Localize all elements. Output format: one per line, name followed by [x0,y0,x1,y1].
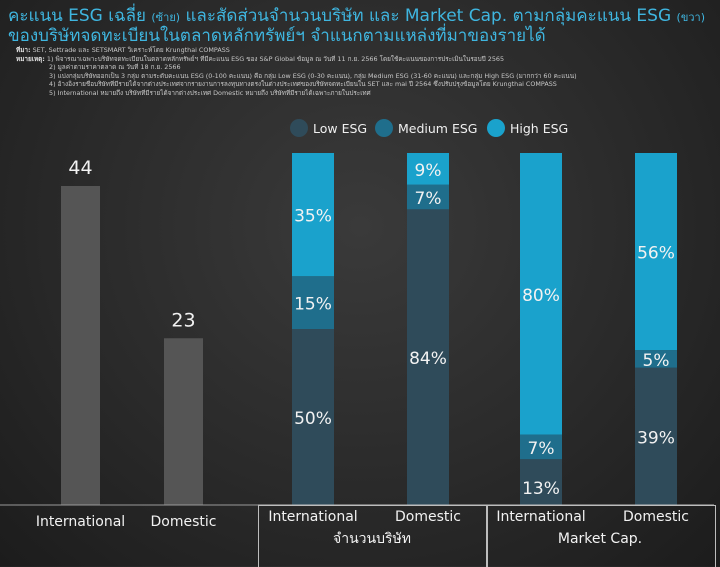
remark-note-3: 3) แบ่งกลุ่มบริษัทออกเป็น 3 กลุ่ม ตามระด… [49,71,577,80]
stack-segment-medium-esg-0 [292,276,334,329]
notes-block: ที่มา: SET, Settrade และ SETSMART วิเครา… [16,46,716,98]
x-tick-label-right-1: Domestic [395,509,461,525]
stack-segment-low-esg-0 [292,329,334,505]
title-right-note: (ขวา) [676,11,705,24]
stack-label-medium-esg-0: 15% [294,295,332,315]
legend-medium: Medium ESG [375,119,477,137]
stack-segment-medium-esg-3 [635,350,677,368]
legend-medium-swatch [375,119,393,137]
legend-high: High ESG [487,119,568,137]
stack-segment-medium-esg-1 [407,184,449,210]
stack-segment-low-esg-2 [520,459,562,505]
avg-esg-value-label-domestic: 23 [171,309,195,331]
stack-label-high-esg-3: 56% [637,244,675,264]
stack-label-low-esg-0: 50% [294,409,332,429]
title-left-note: (ซ้าย) [151,11,181,24]
x-tick-label-right-0: International [268,509,357,525]
title-middle: และสัดส่วนจำนวนบริษัท และ Market Cap. ตา… [185,6,672,26]
legend-low: Low ESG [290,119,367,137]
stack-segment-low-esg-1 [407,209,449,505]
title-main: คะแนน ESG เฉลี่ย [8,6,146,26]
legend-medium-label: Medium ESG [398,120,478,136]
source-text: SET, Settrade และ SETSMART วิเคราะห์โดย … [32,46,230,54]
stack-segment-high-esg-1 [407,153,449,185]
stack-label-low-esg-3: 39% [637,428,675,448]
stack-label-high-esg-1: 9% [415,161,442,181]
stack-segment-high-esg-3 [635,153,677,351]
stack-label-low-esg-2: 13% [522,479,560,499]
avg-esg-value-label-international: 44 [68,157,92,179]
x-tick-label-right-3: Domestic [623,509,689,525]
stack-segment-high-esg-0 [292,153,334,277]
group-label-marketcap: Market Cap. [558,531,642,547]
stack-label-medium-esg-2: 7% [528,439,555,459]
remark-note-1: หมายเหตุ: 1) พิจารณาเฉพาะบริษัทจดทะเบียน… [16,55,716,64]
remark-note-5: 5) International หมายถึง บริษัทที่มีรายไ… [49,88,371,97]
stack-label-medium-esg-3: 5% [643,351,670,371]
remark-note-4: 4) อ้างอิงรายชื่อบริษัทที่มีรายได้จากต่า… [49,80,557,89]
legend-low-label: Low ESG [313,120,368,136]
x-tick-label-left-international: International [36,514,125,530]
group-label-count: จำนวนบริษัท [333,531,411,547]
chart-title-line-2: ของบริษัทจดทะเบียนในตลาดหลักทรัพย์ฯ จำแน… [8,26,546,46]
remark-text-1: 1) พิจารณาเฉพาะบริษัทจดทะเบียนในตลาดหลัก… [46,54,505,63]
legend-high-label: High ESG [510,120,569,136]
x-tick-label-left-domestic: Domestic [151,514,217,530]
legend-low-swatch [290,119,308,137]
stack-label-high-esg-2: 80% [522,286,560,306]
legend-high-swatch [487,119,505,137]
stack-label-low-esg-1: 84% [409,349,447,369]
avg-esg-bar-international [61,186,100,505]
avg-esg-bar-domestic [164,338,203,505]
stack-segment-low-esg-3 [635,367,677,505]
remark-note-2: 2) มูลค่าตามราคาตลาด ณ วันที่ 18 ก.ย. 25… [49,63,181,72]
source-label: ที่มา: [16,46,31,54]
stack-segment-high-esg-2 [520,153,562,435]
stack-label-high-esg-0: 35% [294,207,332,227]
stack-label-medium-esg-1: 7% [415,189,442,209]
source-note: ที่มา: SET, Settrade และ SETSMART วิเครา… [16,46,716,55]
group-box-marketcap [486,505,716,567]
x-tick-label-right-2: International [496,509,585,525]
chart-title-line-1: คะแนน ESG เฉลี่ย (ซ้าย) และสัดส่วนจำนวนบ… [8,6,712,28]
stack-segment-medium-esg-2 [520,434,562,460]
remark-label: หมายเหตุ: [16,54,45,63]
group-box-count [258,505,488,567]
